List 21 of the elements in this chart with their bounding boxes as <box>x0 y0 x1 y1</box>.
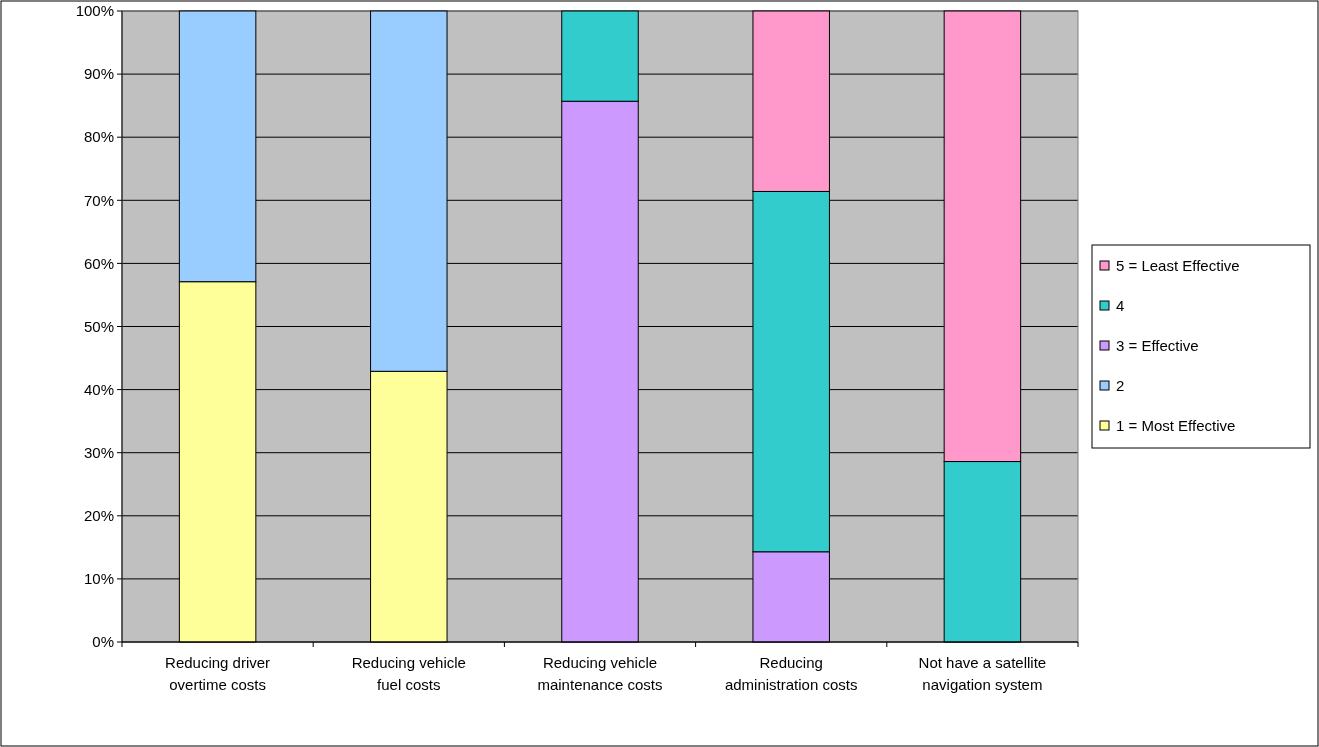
x-tick-label: Reducing driver overtime costs <box>165 654 271 693</box>
x-tick-label: Reducing vehicle maintenance costs <box>537 654 663 693</box>
y-tick-label: 20% <box>83 507 114 525</box>
y-tick-label: 70% <box>83 191 114 209</box>
y-tick-label: 60% <box>83 254 114 272</box>
y-tick-label: 40% <box>83 380 114 398</box>
y-tick-label: 30% <box>83 443 114 461</box>
legend-label: 4 <box>1116 297 1125 315</box>
legend-label: 1 = Most Effective <box>1116 417 1236 435</box>
y-tick-label: 50% <box>83 317 114 335</box>
y-tick-label: 100% <box>75 2 114 20</box>
legend-label: 3 = Effective <box>1116 337 1199 355</box>
x-tick-label: Reducing vehicle fuel costs <box>351 654 466 693</box>
y-tick-label: 80% <box>83 128 114 146</box>
y-tick-label: 0% <box>92 633 114 651</box>
x-tick-label: Not have a satellite navigation system <box>918 654 1047 693</box>
y-tick-label: 10% <box>83 570 114 588</box>
x-tick-label: Reducing administration costs <box>724 654 858 693</box>
y-tick-label: 90% <box>83 65 114 83</box>
legend-label: 2 <box>1116 377 1125 395</box>
legend-label: 5 = Least Effective <box>1116 257 1240 275</box>
